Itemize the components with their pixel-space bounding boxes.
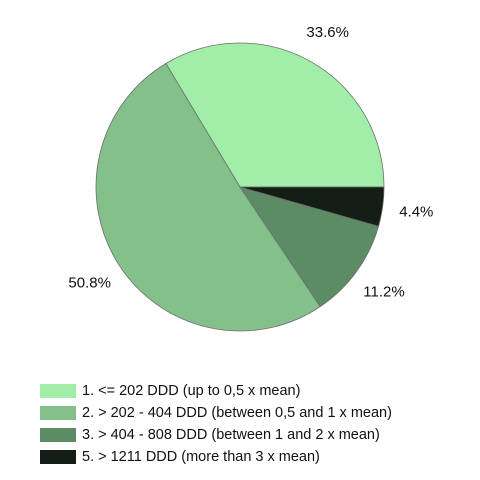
legend-label: 5. > 1211 DDD (more than 3 x mean): [82, 449, 320, 465]
legend-item: 2. > 202 - 404 DDD (between 0,5 and 1 x …: [40, 402, 470, 424]
slice-data-label: 50.8%: [68, 274, 111, 291]
pie-slice: [239, 186, 385, 227]
pie-slice: [165, 42, 385, 188]
legend-item: 1. <= 202 DDD (up to 0,5 x mean): [40, 380, 470, 402]
pie-slices: [95, 42, 385, 332]
legend-swatch: [40, 384, 76, 398]
pie-slice: [239, 186, 380, 308]
slice-data-label: 33.6%: [306, 24, 349, 41]
legend-swatch: [40, 428, 76, 442]
legend-item: 5. > 1211 DDD (more than 3 x mean): [40, 446, 470, 468]
legend-label: 1. <= 202 DDD (up to 0,5 x mean): [82, 383, 301, 399]
pie-slice: [95, 62, 321, 332]
legend: 1. <= 202 DDD (up to 0,5 x mean) 2. > 20…: [40, 380, 470, 468]
legend-swatch: [40, 450, 76, 464]
legend-swatch: [40, 406, 76, 420]
slice-data-label: 11.2%: [363, 284, 404, 301]
slice-data-label: 4.4%: [399, 204, 433, 221]
pie-data-labels: 33.6% 50.8% 11.2% 4.4%: [68, 24, 433, 301]
legend-label: 2. > 202 - 404 DDD (between 0,5 and 1 x …: [82, 405, 392, 421]
legend-label: 3. > 404 - 808 DDD (between 1 and 2 x me…: [82, 427, 380, 443]
legend-item: 3. > 404 - 808 DDD (between 1 and 2 x me…: [40, 424, 470, 446]
